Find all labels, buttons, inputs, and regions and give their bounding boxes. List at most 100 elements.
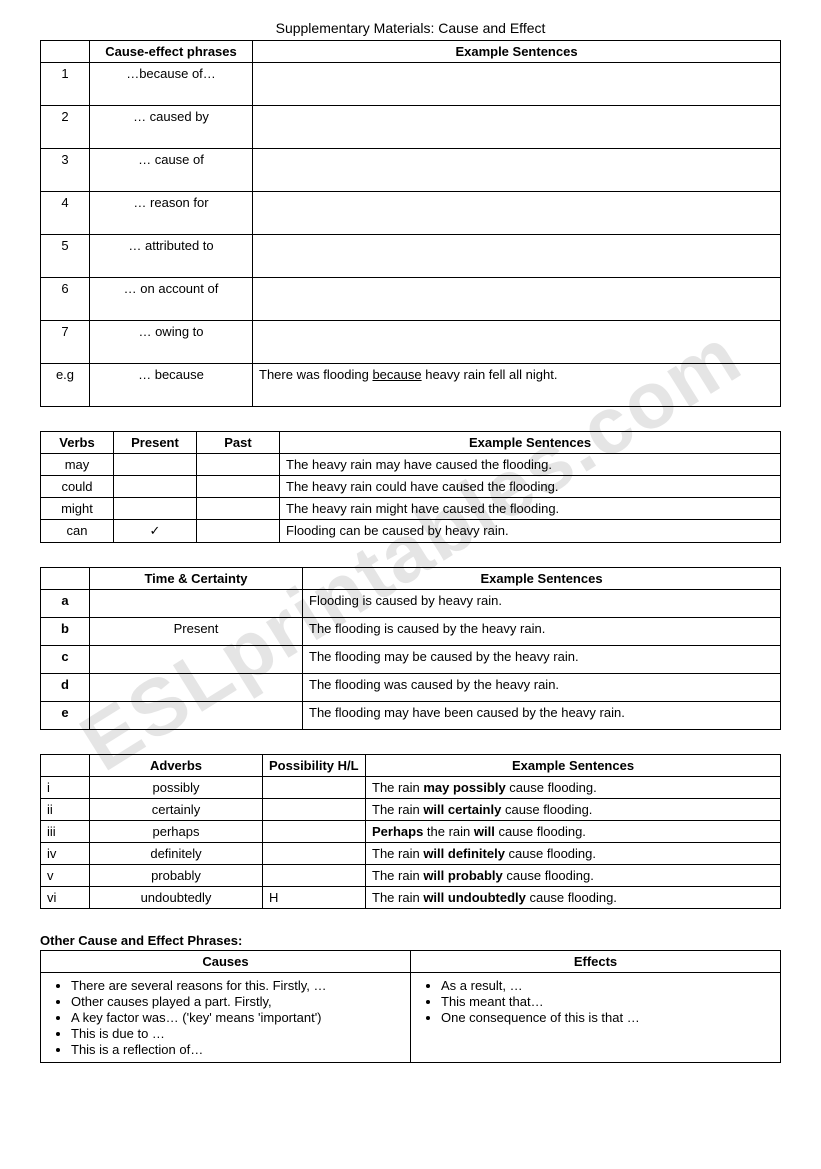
- effects-cell: As a result, …This meant that…One conseq…: [411, 973, 781, 1063]
- present-cell[interactable]: [114, 476, 197, 498]
- col-header-example: Example Sentences: [366, 755, 781, 777]
- example-cell: The rain may possibly cause flooding.: [366, 777, 781, 799]
- tc-cell[interactable]: Present: [90, 618, 303, 646]
- example-cell: The heavy rain might have caused the flo…: [280, 498, 781, 520]
- row-example[interactable]: [253, 149, 781, 192]
- row-eg-example: There was flooding because heavy rain fe…: [253, 364, 781, 407]
- table-verbs: Verbs Present Past Example Sentences may…: [40, 431, 781, 543]
- past-cell[interactable]: [197, 454, 280, 476]
- possibility-cell[interactable]: [263, 865, 366, 887]
- other-phrases-heading: Other Cause and Effect Phrases:: [40, 933, 781, 948]
- col-header-example: Example Sentences: [253, 41, 781, 63]
- adverb-cell: possibly: [90, 777, 263, 799]
- example-cell: Perhaps the rain will cause flooding.: [366, 821, 781, 843]
- possibility-cell[interactable]: H: [263, 887, 366, 909]
- table-adverbs: Adverbs Possibility H/L Example Sentence…: [40, 754, 781, 909]
- row-example[interactable]: [253, 235, 781, 278]
- past-cell[interactable]: [197, 520, 280, 543]
- row-example[interactable]: [253, 278, 781, 321]
- row-example[interactable]: [253, 63, 781, 106]
- row-key: iii: [41, 821, 90, 843]
- example-cell: The flooding is caused by the heavy rain…: [303, 618, 781, 646]
- past-cell[interactable]: [197, 476, 280, 498]
- row-phrase: …because of…: [90, 63, 253, 106]
- causes-cell: There are several reasons for this. Firs…: [41, 973, 411, 1063]
- possibility-cell[interactable]: [263, 799, 366, 821]
- example-cell: Flooding can be caused by heavy rain.: [280, 520, 781, 543]
- col-header-example: Example Sentences: [280, 432, 781, 454]
- row-num: 2: [41, 106, 90, 149]
- row-phrase: … on account of: [90, 278, 253, 321]
- verb-cell: can: [41, 520, 114, 543]
- possibility-cell[interactable]: [263, 843, 366, 865]
- cause-item: This is a reflection of…: [71, 1042, 404, 1057]
- cause-item: A key factor was… ('key' means 'importan…: [71, 1010, 404, 1025]
- col-header-present: Present: [114, 432, 197, 454]
- col-header-possibility: Possibility H/L: [263, 755, 366, 777]
- example-cell: The flooding was caused by the heavy rai…: [303, 674, 781, 702]
- example-cell: The rain will definitely cause flooding.: [366, 843, 781, 865]
- row-phrase: … cause of: [90, 149, 253, 192]
- row-phrase: … caused by: [90, 106, 253, 149]
- col-header-causes: Causes: [41, 951, 411, 973]
- possibility-cell[interactable]: [263, 821, 366, 843]
- col-header-phrases: Cause-effect phrases: [90, 41, 253, 63]
- col-header-adverbs: Adverbs: [90, 755, 263, 777]
- tc-cell[interactable]: [90, 674, 303, 702]
- table-cause-effect-phrases: Cause-effect phrases Example Sentences 1…: [40, 40, 781, 407]
- table-other-phrases: Causes Effects There are several reasons…: [40, 950, 781, 1063]
- col-header-example: Example Sentences: [303, 568, 781, 590]
- row-key: e: [41, 702, 90, 730]
- row-key: b: [41, 618, 90, 646]
- possibility-cell[interactable]: [263, 777, 366, 799]
- effect-item: One consequence of this is that …: [441, 1010, 774, 1025]
- row-eg-phrase: … because: [90, 364, 253, 407]
- row-example[interactable]: [253, 192, 781, 235]
- col-header-verbs: Verbs: [41, 432, 114, 454]
- row-num: 5: [41, 235, 90, 278]
- adverb-cell: perhaps: [90, 821, 263, 843]
- verb-cell: might: [41, 498, 114, 520]
- example-cell: The flooding may have been caused by the…: [303, 702, 781, 730]
- row-key: ii: [41, 799, 90, 821]
- col-header-past: Past: [197, 432, 280, 454]
- row-example[interactable]: [253, 321, 781, 364]
- past-cell[interactable]: [197, 498, 280, 520]
- tc-cell[interactable]: [90, 590, 303, 618]
- row-example[interactable]: [253, 106, 781, 149]
- example-cell: The rain will probably cause flooding.: [366, 865, 781, 887]
- adverb-cell: certainly: [90, 799, 263, 821]
- tc-cell[interactable]: [90, 646, 303, 674]
- tc-cell[interactable]: [90, 702, 303, 730]
- row-phrase: … owing to: [90, 321, 253, 364]
- example-cell: Flooding is caused by heavy rain.: [303, 590, 781, 618]
- cause-item: There are several reasons for this. Firs…: [71, 978, 404, 993]
- cause-item: Other causes played a part. Firstly,: [71, 994, 404, 1009]
- row-num: 1: [41, 63, 90, 106]
- row-num: 7: [41, 321, 90, 364]
- row-phrase: … attributed to: [90, 235, 253, 278]
- page-title: Supplementary Materials: Cause and Effec…: [40, 20, 781, 36]
- col-header-effects: Effects: [411, 951, 781, 973]
- row-key: i: [41, 777, 90, 799]
- cause-item: This is due to …: [71, 1026, 404, 1041]
- adverb-cell: probably: [90, 865, 263, 887]
- example-cell: The rain will certainly cause flooding.: [366, 799, 781, 821]
- verb-cell: could: [41, 476, 114, 498]
- example-cell: The heavy rain could have caused the flo…: [280, 476, 781, 498]
- row-eg-num: e.g: [41, 364, 90, 407]
- adverb-cell: definitely: [90, 843, 263, 865]
- present-cell[interactable]: [114, 454, 197, 476]
- row-key: v: [41, 865, 90, 887]
- row-num: 6: [41, 278, 90, 321]
- present-cell[interactable]: ✓: [114, 520, 197, 543]
- adverb-cell: undoubtedly: [90, 887, 263, 909]
- effect-item: As a result, …: [441, 978, 774, 993]
- example-cell: The heavy rain may have caused the flood…: [280, 454, 781, 476]
- example-cell: The flooding may be caused by the heavy …: [303, 646, 781, 674]
- row-key: a: [41, 590, 90, 618]
- col-header-time-certainty: Time & Certainty: [90, 568, 303, 590]
- present-cell[interactable]: [114, 498, 197, 520]
- table-time-certainty: Time & Certainty Example Sentences a Floo…: [40, 567, 781, 730]
- row-num: 3: [41, 149, 90, 192]
